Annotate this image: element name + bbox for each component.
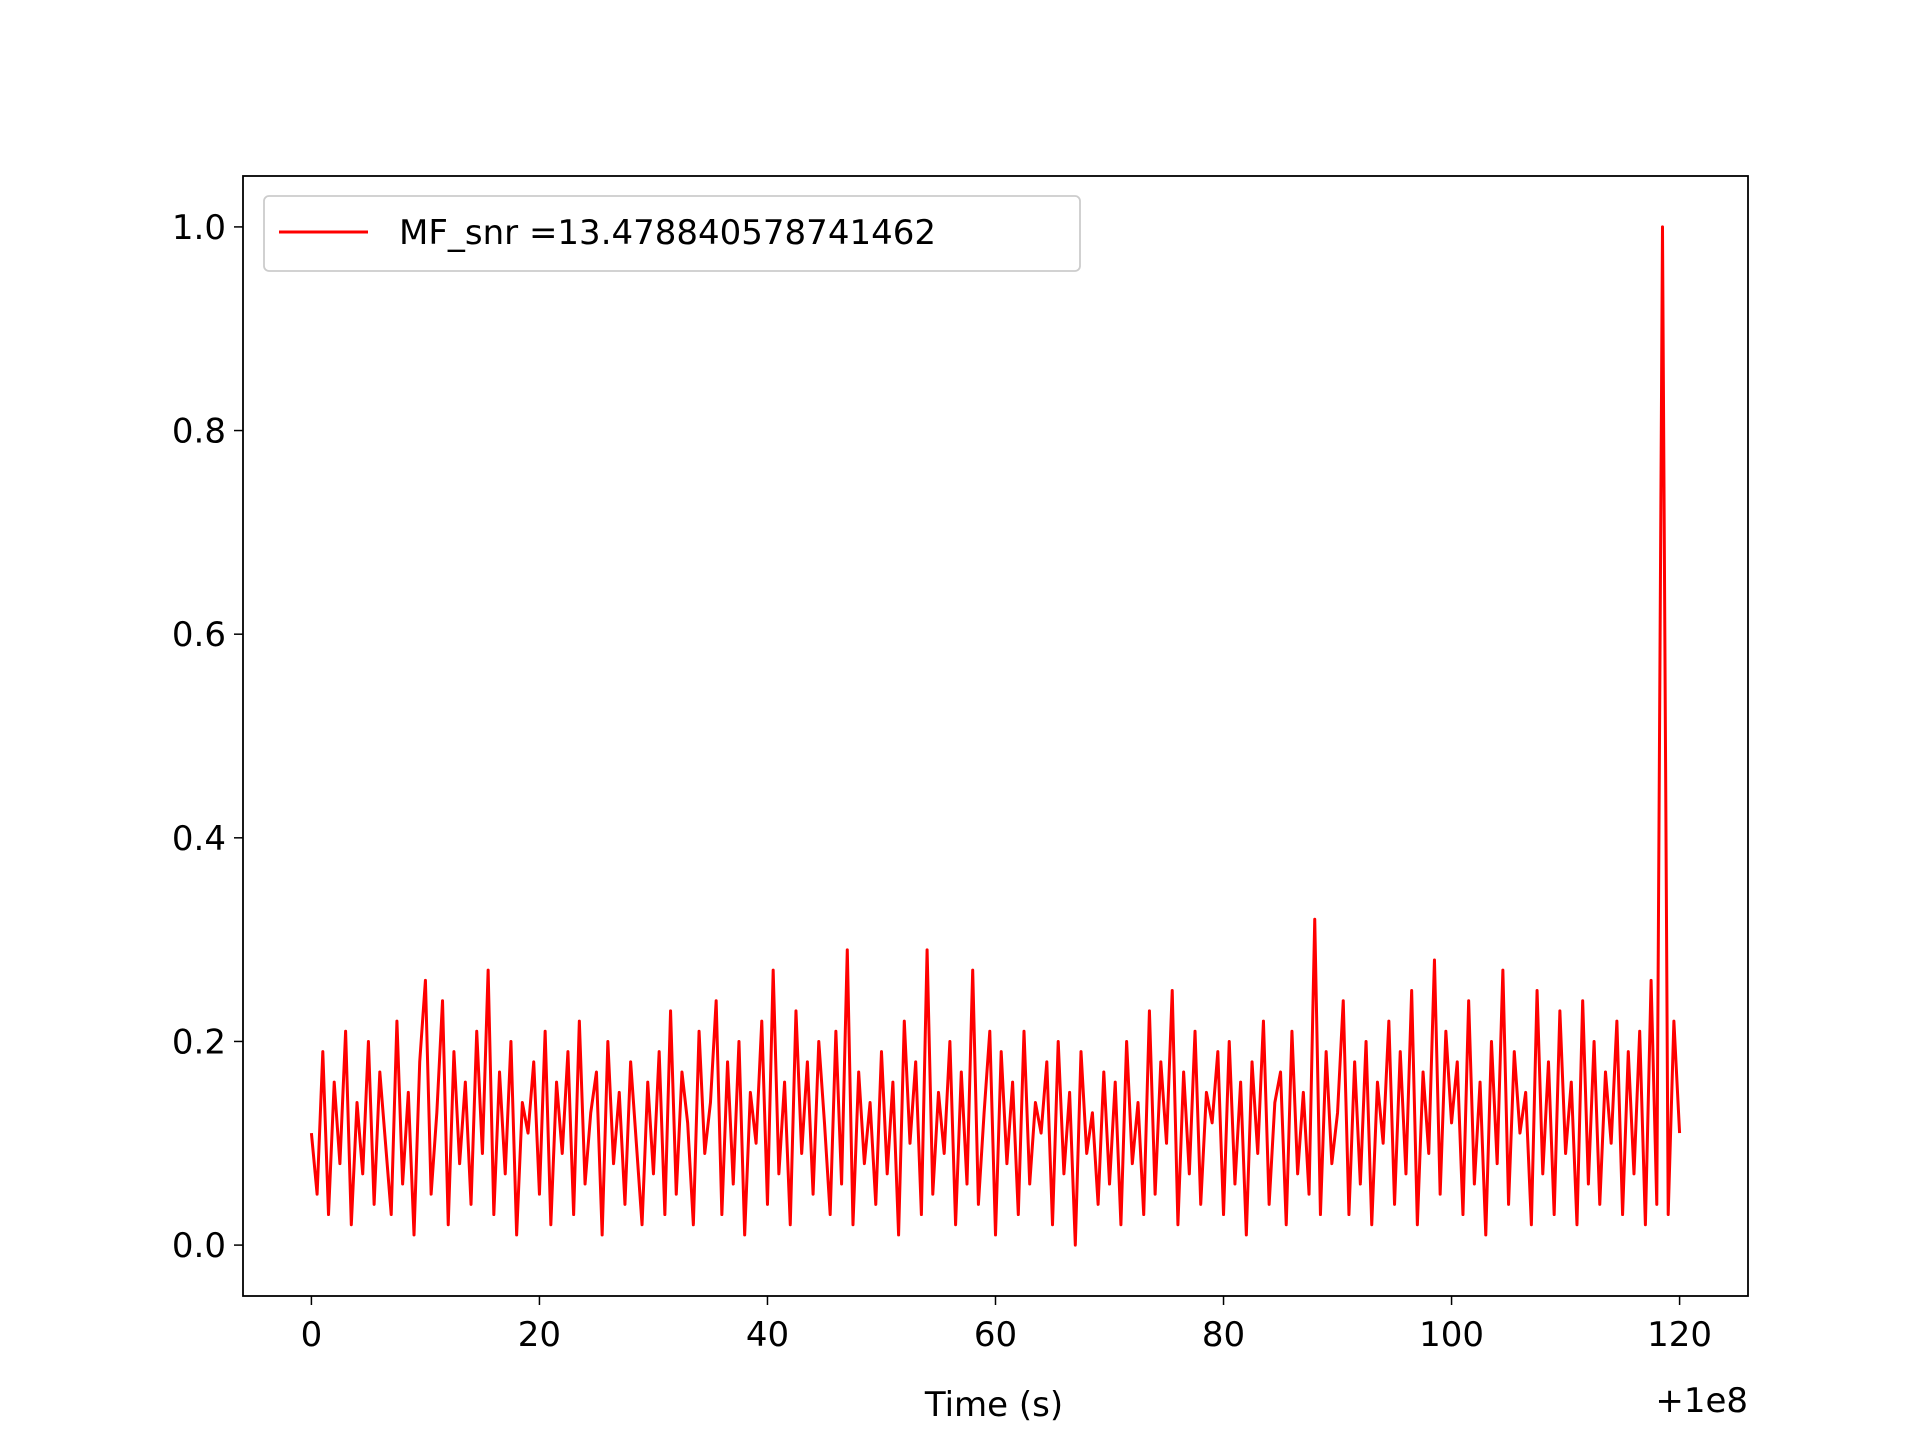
x-tick-label: 80: [1202, 1315, 1245, 1355]
y-tick-label: 0.2: [172, 1022, 226, 1062]
x-tick-label: 20: [518, 1315, 561, 1355]
y-tick-label: 0.4: [172, 819, 226, 859]
data-line: [309, 225, 1682, 1247]
axes-frame: [242, 175, 1749, 1297]
x-axis-label: Time (s): [924, 1385, 1063, 1425]
x-tick-label: 100: [1419, 1315, 1484, 1355]
x-tick-label: 60: [974, 1315, 1017, 1355]
y-tick-label: 0.6: [172, 615, 226, 655]
y-tick-label: 0.0: [172, 1226, 226, 1266]
x-tick-label: 120: [1647, 1315, 1712, 1355]
x-offset-label: +1e8: [1655, 1381, 1748, 1421]
legend: [263, 195, 1081, 272]
legend-label: MF_snr =13.478840578741462: [399, 213, 936, 253]
x-tick-label: 0: [301, 1315, 323, 1355]
x-tick-label: 40: [746, 1315, 789, 1355]
y-tick-label: 0.8: [172, 412, 226, 452]
y-tick-label: 1.0: [172, 208, 226, 248]
